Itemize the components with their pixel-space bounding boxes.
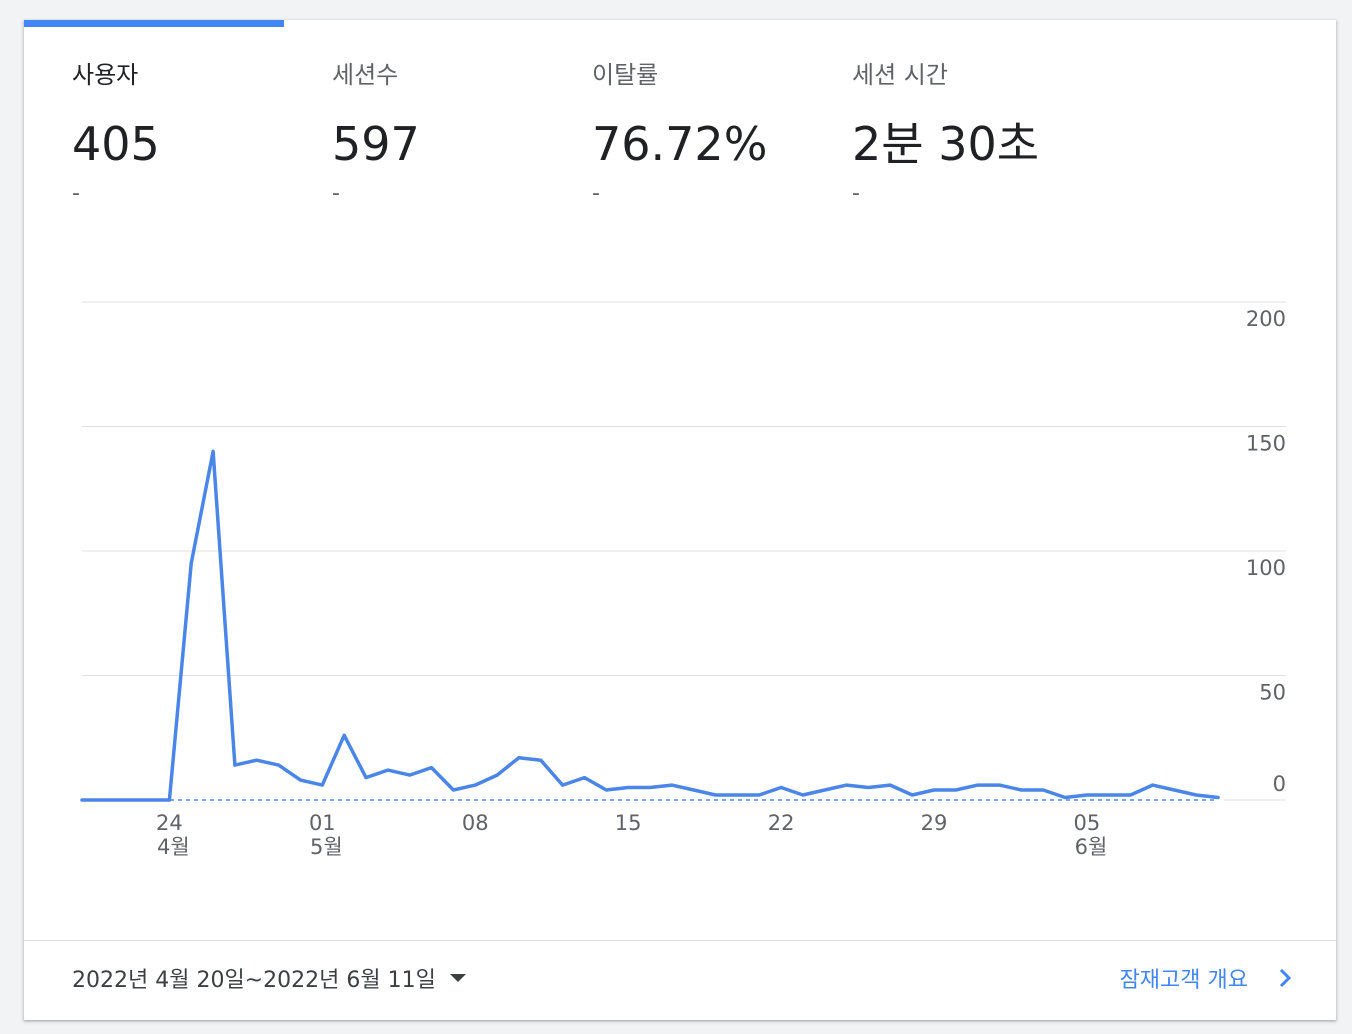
data-point	[801, 793, 805, 797]
x-tick-label: 15	[615, 811, 642, 835]
audience-overview-link[interactable]: 잠재고객 개요	[1120, 958, 1292, 998]
active-tab-indicator	[24, 20, 284, 27]
data-point	[757, 793, 761, 797]
metric-change: -	[332, 181, 340, 206]
data-point	[473, 783, 477, 787]
data-point	[1129, 793, 1133, 797]
data-point	[932, 788, 936, 792]
metric-label: 세션수	[332, 61, 399, 89]
metric-change: -	[852, 181, 860, 206]
data-point	[692, 788, 696, 792]
chart-gridlines	[82, 301, 1286, 801]
x-tick-label: 24	[156, 811, 183, 835]
data-point	[845, 783, 849, 787]
data-point	[779, 786, 783, 789]
data-point	[342, 733, 346, 737]
data-point	[364, 776, 368, 780]
data-point	[583, 776, 586, 780]
data-point	[1172, 788, 1176, 792]
metric-label: 이탈률	[592, 61, 659, 89]
data-point	[561, 783, 565, 787]
data-point	[517, 756, 521, 760]
data-point	[954, 788, 958, 792]
data-point	[233, 763, 237, 767]
data-point	[539, 758, 543, 762]
data-point	[910, 793, 914, 797]
data-point	[1063, 796, 1067, 799]
data-point	[888, 783, 892, 787]
data-point	[714, 793, 717, 797]
x-tick-label: 05	[1074, 811, 1101, 835]
x-tick-label: 29	[921, 811, 948, 835]
x-tick-month-label: 6월	[1075, 835, 1108, 859]
data-point	[299, 778, 302, 782]
data-point	[1151, 783, 1154, 787]
data-point	[1107, 793, 1111, 797]
data-point	[80, 798, 84, 802]
data-point	[1194, 793, 1198, 797]
y-tick-label: 200	[1246, 307, 1286, 331]
x-tick-label: 08	[462, 811, 489, 835]
data-point	[735, 793, 739, 797]
metric-change: -	[72, 181, 80, 206]
data-point	[626, 786, 630, 789]
chevron-right-icon	[1279, 968, 1292, 988]
data-point	[648, 786, 652, 789]
x-tick-month-label: 5월	[310, 835, 343, 859]
data-point	[823, 788, 827, 792]
data-point	[670, 783, 674, 787]
data-point	[102, 798, 106, 802]
metric-value: 405	[72, 117, 160, 171]
caret-down-icon	[449, 974, 466, 982]
metric-value: 76.72%	[592, 117, 768, 171]
audience-overview-card: 사용자 405 - 세션수 597 - 이탈률 76.72% - 세션 시간 2…	[24, 20, 1336, 1020]
data-point	[451, 788, 455, 792]
y-tick-label: 150	[1246, 432, 1286, 456]
metric-value: 597	[332, 117, 420, 171]
data-point	[1019, 788, 1023, 792]
data-point	[277, 763, 281, 767]
x-tick-label: 01	[309, 811, 336, 835]
data-point	[408, 773, 412, 777]
data-point	[1085, 793, 1089, 797]
metric-value: 2분 30초	[852, 117, 1040, 171]
metric-label: 사용자	[72, 61, 139, 89]
date-range-selector[interactable]: 2022년 4월 20일~2022년 6월 11일	[72, 958, 466, 998]
data-point	[167, 798, 171, 802]
data-point	[146, 798, 149, 802]
y-tick-label: 100	[1246, 556, 1286, 580]
data-point	[998, 783, 1001, 787]
metric-tab-users[interactable]: 사용자 405 -	[72, 58, 322, 208]
chart-series	[80, 449, 1220, 802]
data-point	[320, 783, 324, 787]
y-tick-label: 50	[1259, 681, 1286, 705]
data-point	[867, 786, 870, 789]
footer-divider	[24, 940, 1336, 941]
data-point	[211, 449, 215, 453]
metric-tab-session-duration[interactable]: 세션 시간 2분 30초 -	[852, 58, 1102, 208]
x-tick-label: 22	[768, 811, 795, 835]
audience-overview-link-label: 잠재고객 개요	[1119, 968, 1248, 993]
data-point	[255, 758, 259, 762]
data-point	[1216, 796, 1220, 799]
data-point	[124, 798, 128, 802]
metric-change: -	[592, 181, 600, 206]
data-point	[189, 562, 193, 565]
data-point	[1041, 788, 1045, 792]
data-point	[604, 788, 608, 792]
metric-label: 세션 시간	[852, 61, 948, 89]
x-tick-month-label: 4월	[157, 835, 190, 859]
data-point	[976, 783, 980, 787]
data-point	[495, 773, 499, 777]
data-point	[386, 768, 390, 772]
date-range-label: 2022년 4월 20일~2022년 6월 11일	[72, 968, 436, 993]
data-point	[430, 766, 433, 770]
metric-tab-sessions[interactable]: 세션수 597 -	[332, 58, 582, 208]
series-line-users	[80, 449, 1220, 802]
metric-tab-bounce-rate[interactable]: 이탈률 76.72% -	[592, 58, 842, 208]
y-tick-label: 0	[1273, 772, 1286, 796]
